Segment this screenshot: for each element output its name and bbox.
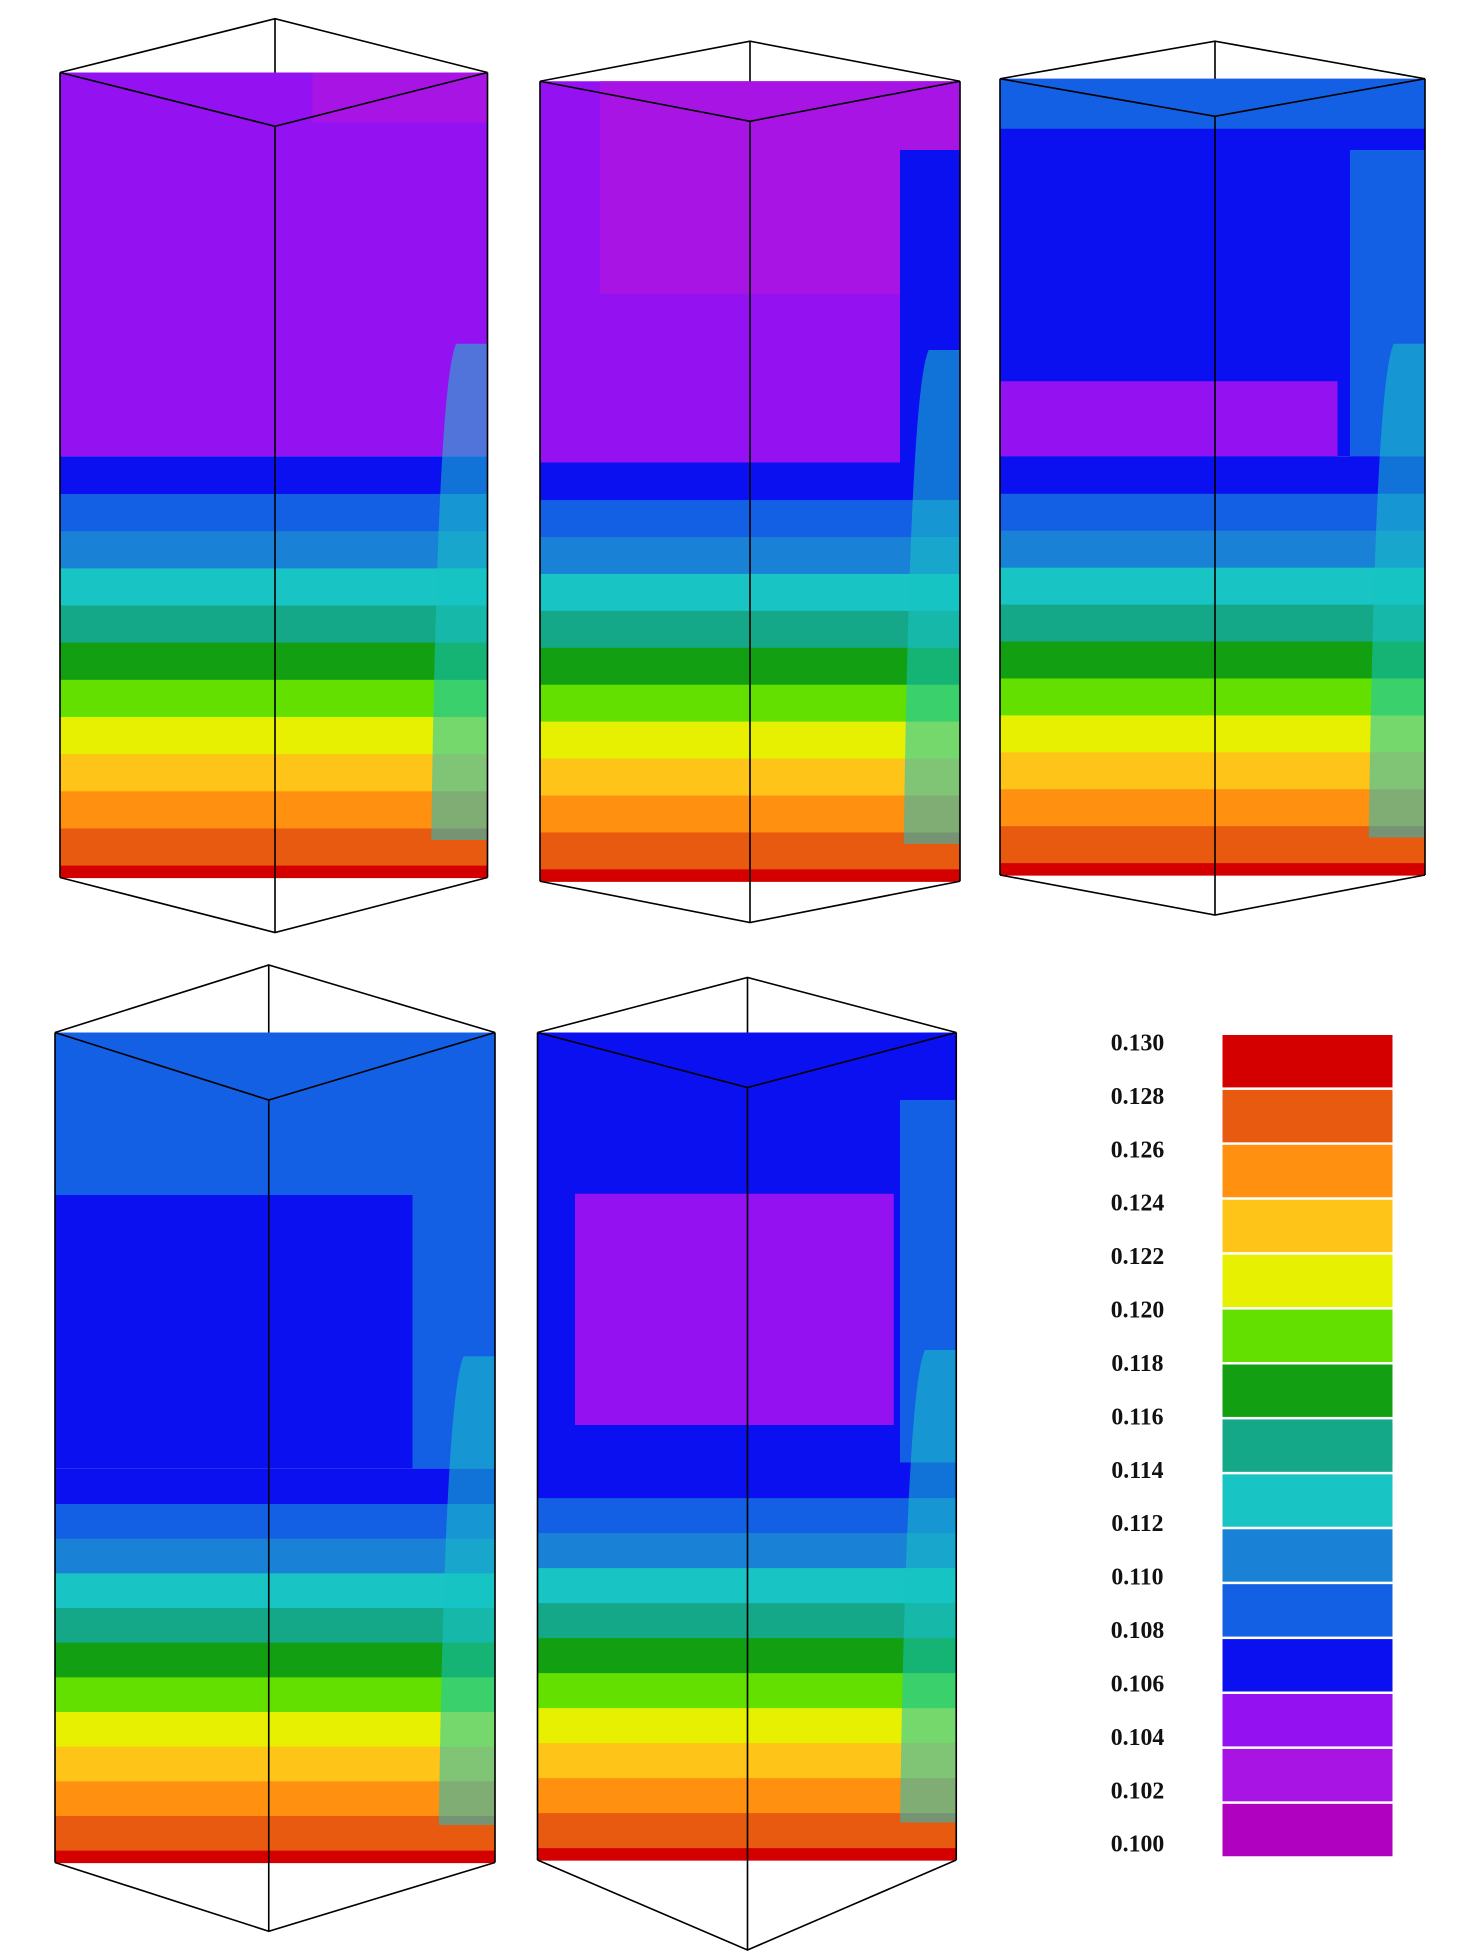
contour-band: [1000, 751, 1425, 790]
box-edge: [999, 874, 1426, 916]
field-region: [575, 1193, 894, 1425]
field-region: [1000, 78, 1425, 129]
box-edge: [54, 1861, 496, 1933]
contour-band: [55, 1572, 495, 1609]
contour-band: [1000, 530, 1425, 568]
contour-band: [1000, 788, 1425, 827]
contour-band: [60, 456, 488, 495]
contour-band: [55, 1642, 495, 1678]
contour-panel: [536, 976, 958, 1951]
contour-panel: [54, 964, 496, 1933]
legend-swatch: [1222, 1144, 1393, 1198]
legend-label: 0.110: [1111, 1565, 1163, 1591]
contour-band: [55, 1711, 495, 1747]
color-legend: 0.130 0.128 0.126 0.124 0.122 0.120 0.118 0.116…: [1111, 1030, 1393, 1858]
legend-swatch: [1222, 1364, 1393, 1417]
legend-swatch: [1222, 1199, 1393, 1253]
field-region: [312, 72, 488, 123]
contour-band: [1000, 640, 1425, 679]
legend-label: 0.112: [1111, 1511, 1163, 1537]
contour-band: [1000, 456, 1425, 494]
legend-label: 0.100: [1111, 1832, 1164, 1858]
legend-swatch: [1222, 1309, 1393, 1362]
contour-band: [60, 642, 488, 680]
legend-label: 0.108: [1111, 1618, 1165, 1644]
legend-label: 0.124: [1111, 1191, 1165, 1217]
box-edge: [999, 40, 1426, 80]
box-edge: [539, 880, 961, 924]
box-edge: [59, 876, 488, 934]
contour-plume: [900, 1350, 957, 1823]
legend-label: 0.122: [1111, 1244, 1164, 1270]
legend-label: 0.118: [1111, 1351, 1163, 1377]
contour-plume: [438, 1356, 495, 1825]
contour-plume: [431, 343, 488, 840]
contour-plume: [903, 350, 960, 844]
contour-band: [55, 1815, 495, 1851]
legend-swatch: [1222, 1584, 1393, 1637]
contour-band: [60, 530, 488, 569]
contour-band: [55, 1676, 495, 1712]
legend-swatch: [1222, 1529, 1393, 1582]
legend-label: 0.104: [1111, 1725, 1165, 1751]
legend-label: 0.120: [1111, 1298, 1164, 1324]
legend-swatch: [1222, 1748, 1393, 1802]
contour-band: [55, 1503, 495, 1539]
legend-swatch: [1222, 1035, 1393, 1088]
legend-label: 0.116: [1111, 1404, 1163, 1430]
contour-band: [1000, 862, 1425, 876]
contour-band: [60, 493, 488, 532]
legend-swatch: [1222, 1803, 1393, 1857]
contour-band: [55, 1538, 495, 1574]
field-region: [60, 72, 488, 457]
legend-swatch: [1222, 1639, 1393, 1692]
legend-label: 0.126: [1111, 1137, 1165, 1163]
legend-label: 0.128: [1111, 1084, 1165, 1110]
contour-band: [1000, 567, 1425, 605]
contour-band: [1000, 825, 1425, 864]
contour-panel: [999, 40, 1426, 916]
contour-plume: [1368, 343, 1425, 838]
contour-band: [55, 1468, 495, 1505]
contour-band: [1000, 677, 1425, 716]
contour-band: [60, 567, 488, 606]
contour-band: [60, 790, 488, 829]
contour-band: [60, 716, 488, 755]
legend-swatch: [1222, 1474, 1393, 1527]
legend-swatch: [1222, 1089, 1393, 1143]
box-edge: [54, 964, 496, 1034]
contour-panel: [59, 17, 489, 934]
contour-band: [60, 753, 488, 792]
contour-band: [1000, 493, 1425, 531]
contour-band: [55, 1780, 495, 1816]
contour-band: [55, 1607, 495, 1643]
contour-band: [60, 604, 488, 643]
contour-band: [1000, 603, 1425, 642]
contour-panel: [539, 40, 961, 924]
contour-band: [60, 679, 488, 717]
legend-swatch: [1222, 1694, 1393, 1747]
legend-swatch: [1222, 1419, 1393, 1472]
contour-band: [60, 865, 488, 879]
box-edge: [59, 17, 488, 74]
legend-label: 0.114: [1111, 1458, 1163, 1484]
field-region: [1000, 381, 1338, 457]
legend-label: 0.106: [1111, 1671, 1165, 1697]
legend-label: 0.130: [1111, 1030, 1164, 1056]
contour-band: [1000, 714, 1425, 753]
box-edge: [537, 1859, 957, 1951]
legend-label: 0.102: [1111, 1778, 1164, 1804]
contour-band: [55, 1746, 495, 1782]
contour-band: [55, 1850, 495, 1864]
contour-band: [60, 827, 488, 866]
legend-swatch: [1222, 1254, 1393, 1308]
